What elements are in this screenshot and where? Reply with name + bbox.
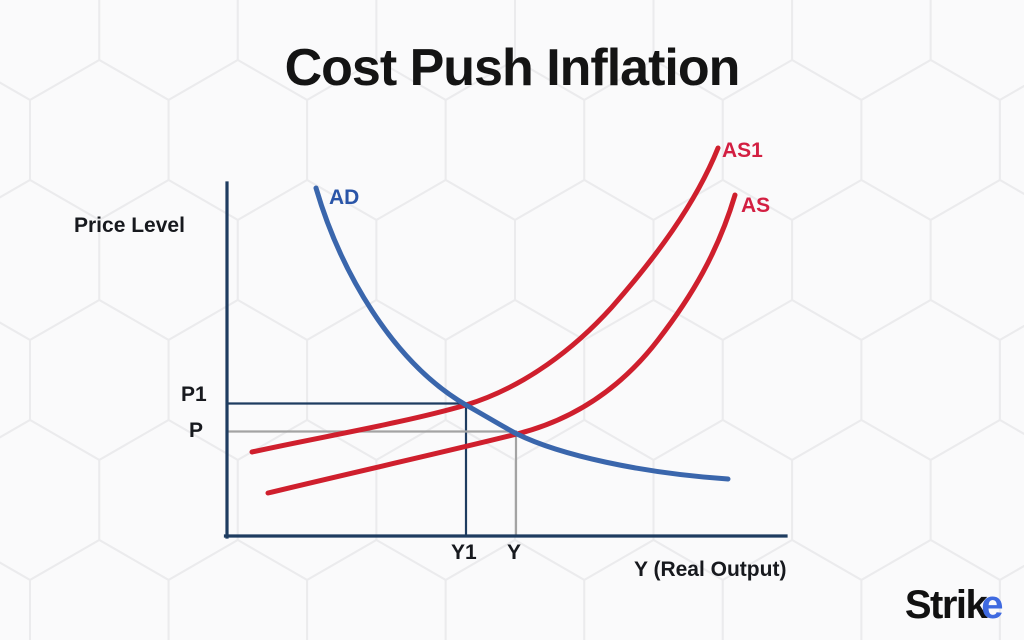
- strike-logo-black-part: Strik: [904, 583, 988, 627]
- x-axis-title: Y (Real Output): [634, 558, 787, 581]
- output-y1-label: Y1: [451, 541, 477, 564]
- output-y-label: Y: [507, 541, 522, 564]
- as-curve: [265, 192, 738, 496]
- p1-y1-guide-lines: [227, 402, 468, 536]
- ad-curve-label: AD: [329, 186, 360, 209]
- ad-curve: [313, 185, 731, 482]
- price-p-label: P: [189, 419, 204, 442]
- price-p1-label: P1: [181, 383, 207, 406]
- strike-logo-accent-e: e: [981, 583, 1003, 627]
- as1-curve: [249, 145, 721, 455]
- as1-curve-label: AS1: [722, 139, 763, 162]
- y-axis-title: Price Level: [74, 214, 185, 237]
- strike-logo: Strike: [904, 583, 1004, 628]
- as-curve-label: AS: [741, 194, 771, 217]
- page-title: Cost Push Inflation: [284, 39, 741, 97]
